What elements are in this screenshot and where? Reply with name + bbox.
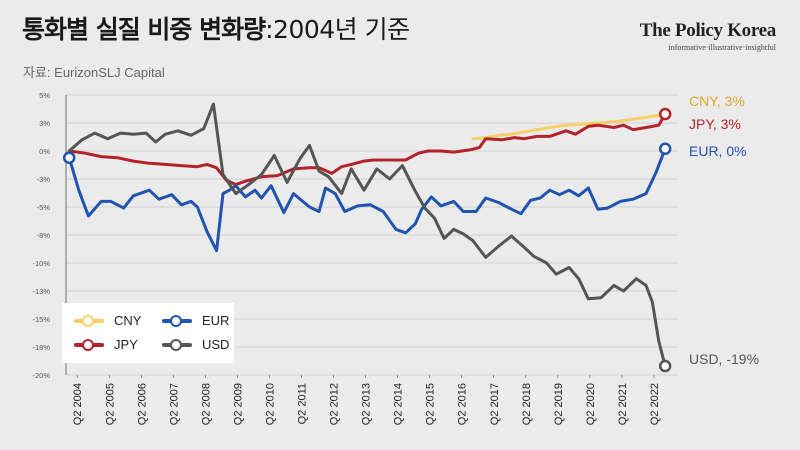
- legend-swatch: [74, 338, 104, 351]
- x-tick-label: Q2 2004: [72, 383, 84, 425]
- series-line-jpy: [67, 112, 667, 187]
- source-note: 자료: EurizonSLJ Capital: [23, 65, 165, 80]
- legend-item-cny: CNY: [74, 313, 141, 328]
- title-main: 통화별 실질 비중 변화량: [22, 15, 266, 44]
- legend-item-usd: USD: [162, 337, 229, 352]
- x-axis-ticks: Q2 2004 Q2 2005 Q2 2006 Q2 2007 Q2 2008 Q2 20…: [72, 375, 661, 425]
- start-marker-eur: [62, 151, 76, 164]
- x-tick-label: Q2 2008: [200, 383, 212, 425]
- legend-swatch: [74, 314, 104, 327]
- y-tick-label: -13%: [32, 287, 50, 296]
- legend-swatch: [162, 314, 192, 327]
- legend-label: EUR: [202, 313, 230, 328]
- y-tick-label: 0%: [39, 147, 50, 156]
- x-tick-label: Q2 2005: [104, 383, 116, 425]
- chart-title: 통화별 실질 비중 변화량:2004년 기준: [22, 10, 410, 46]
- end-label-usd: USD, -19%: [689, 351, 759, 367]
- y-tick-label: -5%: [37, 203, 51, 212]
- legend-label: USD: [202, 337, 230, 352]
- series-line-eur: [67, 147, 667, 253]
- x-tick-label: Q2 2019: [553, 383, 565, 425]
- x-tick-label: Q2 2006: [136, 383, 148, 425]
- y-tick-label: 3%: [39, 119, 50, 128]
- end-marker-eur: [658, 142, 672, 156]
- y-tick-label: -18%: [32, 343, 50, 352]
- x-tick-label: Q2 2020: [585, 383, 597, 425]
- x-tick-label: Q2 2014: [393, 383, 405, 425]
- end-marker-usd: [658, 359, 672, 373]
- y-tick-label: 5%: [39, 91, 50, 100]
- x-tick-label: Q2 2022: [649, 383, 661, 425]
- y-axis-ticks: 5% 3% 0% -3% -5% -8% -10% -13% -15% -18% -20%: [32, 91, 50, 380]
- y-tick-label: -3%: [37, 175, 51, 184]
- x-tick-label: Q2 2013: [361, 383, 373, 425]
- end-label-cny: CNY, 3%: [689, 93, 745, 109]
- grid: [65, 94, 678, 376]
- x-tick-label: Q2 2012: [329, 383, 341, 425]
- x-tick-label: Q2 2018: [521, 383, 533, 425]
- brand-logo: The Policy Korea informative·illustrativ…: [639, 20, 777, 52]
- x-tick-label: Q2 2011: [297, 383, 309, 424]
- series-line-usd: [67, 102, 667, 368]
- y-tick-label: -20%: [32, 371, 50, 380]
- x-tick-label: Q2 2009: [232, 383, 244, 425]
- legend-item-jpy: JPY: [74, 337, 138, 352]
- y-tick-label: -8%: [37, 231, 51, 240]
- x-tick-label: Q2 2021: [617, 383, 629, 425]
- x-tick-label: Q2 2016: [457, 383, 469, 425]
- legend-label: JPY: [114, 337, 138, 352]
- y-tick-label: -10%: [32, 259, 50, 268]
- x-tick-label: Q2 2007: [168, 383, 180, 425]
- legend: CNY EUR JPY USD: [62, 303, 234, 363]
- legend-label: CNY: [114, 313, 142, 328]
- x-tick-label: Q2 2010: [264, 383, 276, 425]
- y-tick-label: -15%: [32, 315, 50, 324]
- x-tick-label: Q2 2015: [425, 383, 437, 425]
- end-marker-jpy: [658, 107, 672, 121]
- end-label-eur: EUR, 0%: [689, 143, 747, 159]
- end-labels: CNY, 3% JPY, 3% EUR, 0% USD, -19%: [689, 93, 759, 367]
- series-line-cny: [471, 112, 667, 141]
- x-tick-label: Q2 2017: [489, 383, 501, 425]
- legend-swatch: [162, 338, 192, 351]
- title-suffix: :2004년 기준: [265, 15, 410, 44]
- brand-tagline: informative·illustrative·insightful: [668, 43, 776, 52]
- brand-name: The Policy Korea: [639, 20, 777, 41]
- end-label-jpy: JPY, 3%: [689, 116, 741, 132]
- legend-item-eur: EUR: [162, 313, 229, 328]
- series-lines: [62, 102, 672, 373]
